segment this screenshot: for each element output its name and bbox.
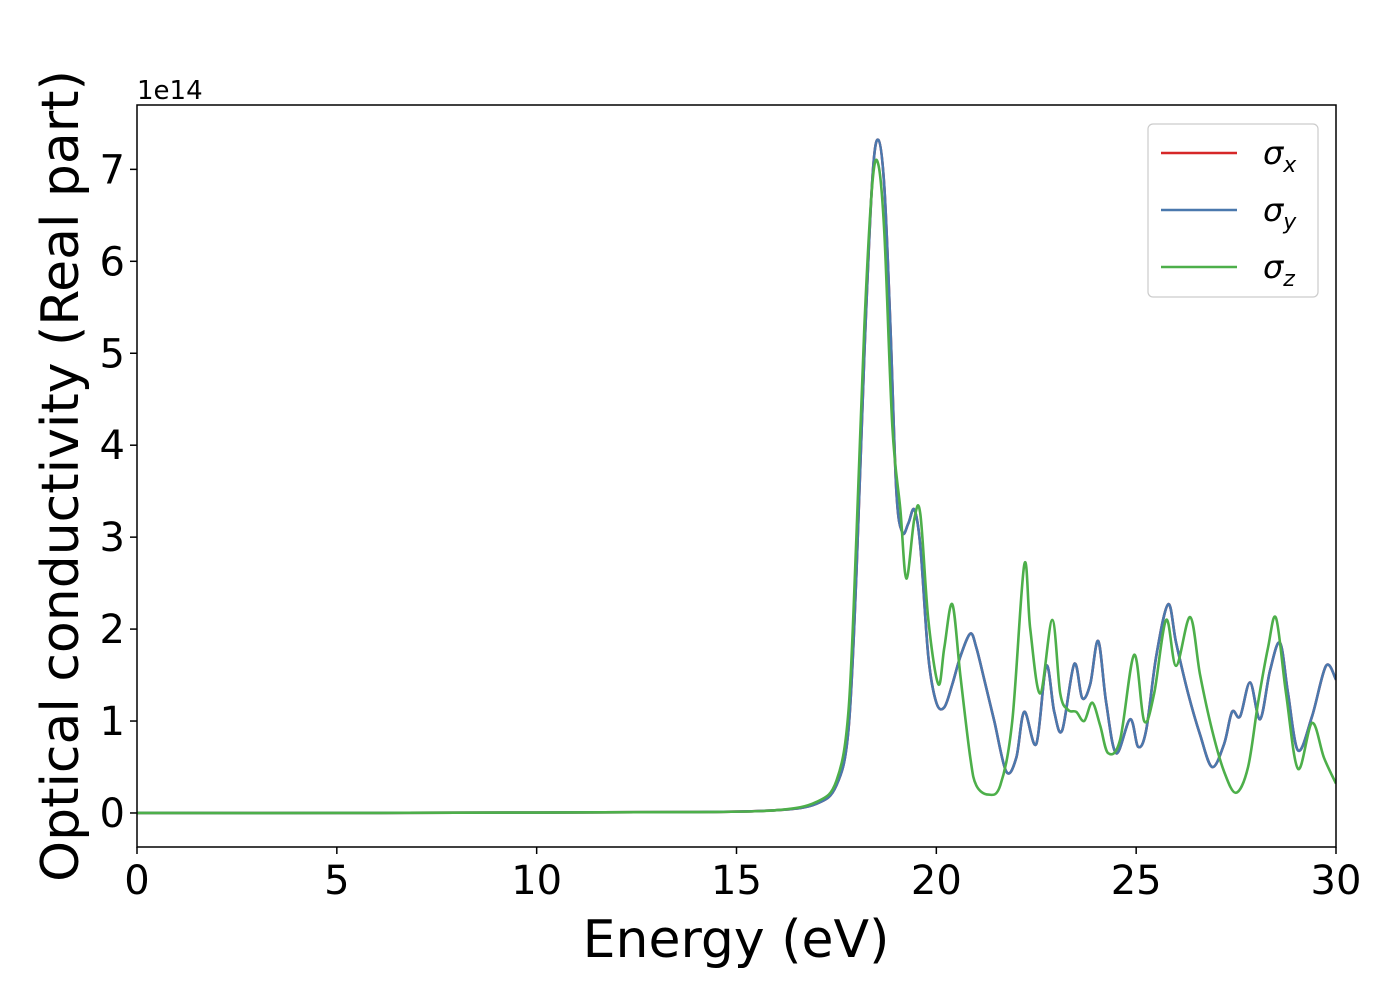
plot-background (137, 105, 1336, 847)
legend-label-y: σy (1263, 191, 1297, 235)
y-axis-ticks: 0 1 2 3 4 5 6 7 (100, 147, 137, 837)
y-tick-label: 6 (100, 239, 125, 285)
x-tick-label: 30 (1311, 858, 1362, 904)
series-layer (137, 138, 1336, 815)
x-axis-ticks: 0 5 10 15 20 25 30 (124, 847, 1361, 904)
series-line-y (137, 138, 1336, 815)
y-axis-label: Optical conductivity (Real part) (31, 70, 91, 882)
y-tick-label: 5 (100, 331, 125, 377)
y-tick-label: 7 (100, 147, 125, 193)
x-tick-label: 15 (711, 858, 762, 904)
x-axis-label: Energy (eV) (583, 910, 890, 970)
x-tick-label: 25 (1111, 858, 1162, 904)
y-tick-label: 3 (100, 515, 125, 561)
x-tick-label: 0 (124, 858, 149, 904)
y-tick-label: 4 (100, 423, 125, 469)
y-tick-label: 0 (100, 791, 125, 837)
y-tick-label: 2 (100, 607, 125, 653)
x-tick-label: 20 (911, 858, 962, 904)
y-offset-text: 1e14 (137, 76, 203, 106)
series-line-z (137, 158, 1336, 815)
y-tick-label: 1 (100, 699, 125, 745)
x-tick-label: 10 (511, 858, 562, 904)
x-tick-label: 5 (324, 858, 349, 904)
